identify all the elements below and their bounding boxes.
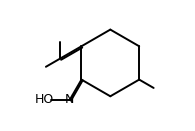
Text: N: N bbox=[65, 93, 75, 106]
Text: HO: HO bbox=[35, 93, 54, 106]
